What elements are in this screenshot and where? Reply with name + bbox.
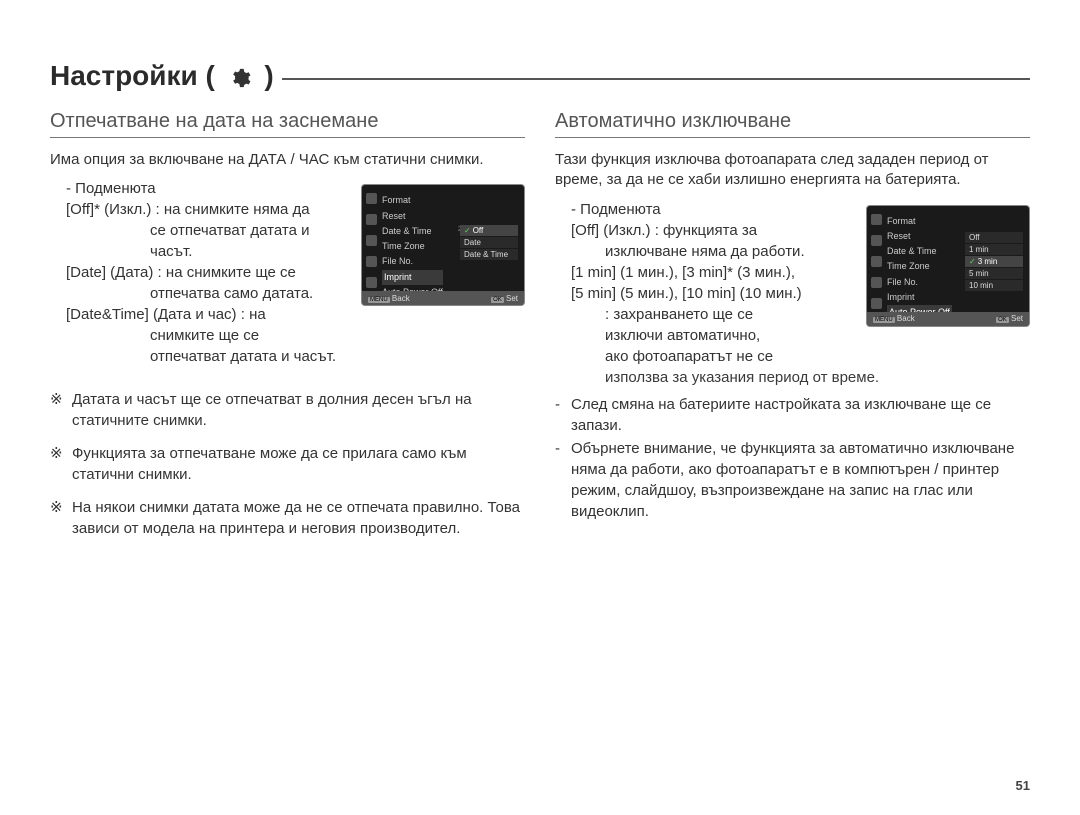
item-off-d1: на снимките няма да [164,201,310,218]
title-rule [282,78,1030,80]
left-thumb-menu: Format Reset Date & Time2008/01/01 Time … [382,193,443,300]
r-td-2: изключи автоматично, [555,325,875,346]
r-times-1: [1 min] (1 мин.), [3 min]* (3 мин.), [555,262,875,283]
r-td-4: използва за указания период от време. [555,367,1030,388]
right-submenus: - Подменюта [Off] (Изкл.) : функцията за… [555,199,875,367]
gear-icon [229,67,251,89]
right-intro: Тази функция изключва фотоапарата след з… [555,150,1030,191]
right-thumb-footer: MENU Back OK Set [867,312,1029,326]
r-td-3: ако фотоапаратът не се [555,346,875,367]
item-off-label: [Off]* (Изкл.) : [66,201,160,218]
right-screenshot: Format Reset Date & Time Time Zone File … [866,205,1030,327]
right-bullets: -След смяна на батериите настройката за … [555,394,1030,522]
item-dt-d1: на [249,306,266,323]
r-td-1: : захранването ще се [555,304,875,325]
r-bullet-0: След смяна на батериите настройката за и… [571,394,1030,436]
note-marker: ※ [50,389,72,431]
left-note-2: На някои снимки датата може да не се отп… [72,497,525,539]
left-heading: Отпечатване на дата на заснемане [50,110,525,138]
item-date-d1: на снимките ще се [166,264,296,281]
item-off-d3: часът. [50,241,350,262]
title-suffix: ) [257,60,274,91]
right-heading: Автоматично изключване [555,110,1030,138]
page-title: Настройки ( ) [50,60,274,92]
right-thumb-options: Off 1 min 3 min 5 min 10 min [965,232,1023,292]
left-notes: ※Датата и часът ще се отпечатват в долни… [50,389,525,539]
left-submenus: - Подменюта [Off]* (Изкл.) : на снимките… [50,178,350,367]
left-intro: Има опция за включване на ДАТА / ЧАС към… [50,150,525,170]
left-screenshot: Format Reset Date & Time2008/01/01 Time … [361,184,525,306]
left-thumb-options: Off Date Date & Time [460,225,518,261]
item-dt-d2: снимките ще се [50,325,350,346]
submenus-label-r: - Подменюта [555,199,875,220]
page-number: 51 [1016,778,1030,793]
item-off-d2: се отпечатват датата и [50,220,350,241]
r-off-1: [Off] (Изкл.) : функцията за [555,220,875,241]
item-date-label: [Date] (Дата) : [66,264,162,281]
right-thumb-menu: Format Reset Date & Time Time Zone File … [887,214,952,321]
page-title-row: Настройки ( ) [50,60,1030,92]
title-prefix: Настройки ( [50,60,223,91]
left-note-0: Датата и часът ще се отпечатват в долния… [72,389,525,431]
submenus-label: - Подменюта [50,178,350,199]
right-column: Автоматично изключване Тази функция изкл… [555,110,1030,551]
item-dt-label: [Date&Time] (Дата и час) : [66,306,245,323]
item-dt-d3: отпечатват датата и часът. [50,346,350,367]
left-column: Отпечатване на дата на заснемане Има опц… [50,110,525,551]
r-bullet-1: Обърнете внимание, че функцията за автом… [571,438,1030,522]
item-date-d2: отпечатва само датата. [50,283,350,304]
left-thumb-footer: MENU Back OK Set [362,291,524,305]
left-thumb-highlight: Imprint [382,270,443,285]
r-times-2: [5 min] (5 мин.), [10 min] (10 мин.) [555,283,875,304]
left-note-1: Функцията за отпечатване може да се прил… [72,443,525,485]
r-off-2: изключване няма да работи. [555,241,875,262]
